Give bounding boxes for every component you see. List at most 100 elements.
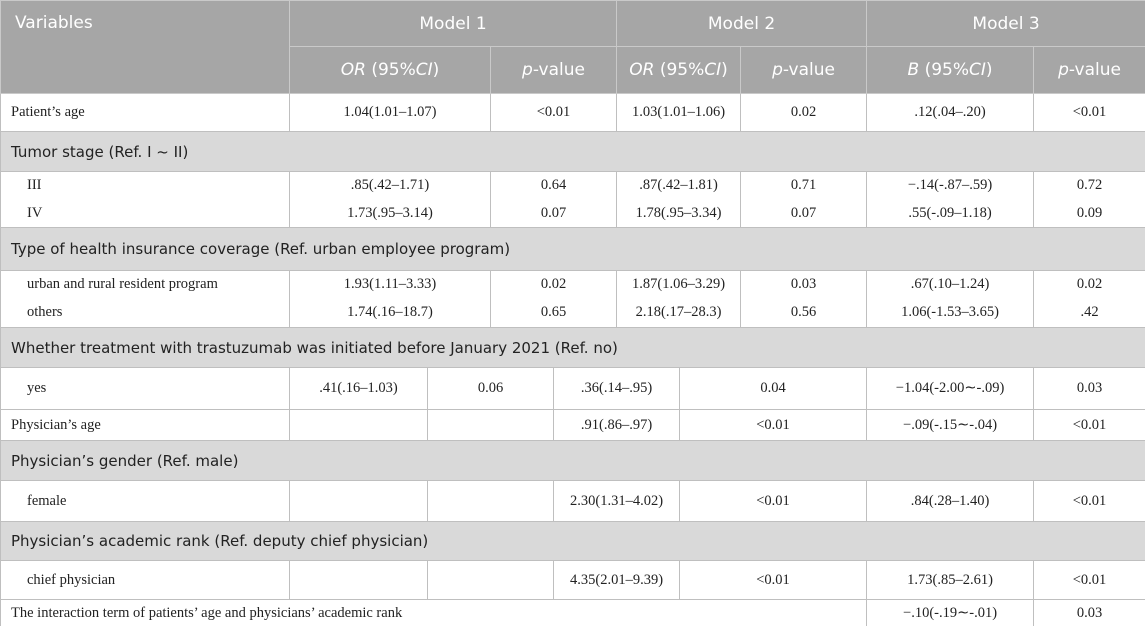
header-cell: Model 3	[866, 0, 1145, 47]
cell: <0.01	[679, 560, 868, 600]
cell	[289, 480, 428, 522]
text: )	[432, 60, 440, 80]
text: -value	[1068, 60, 1121, 80]
text: )	[985, 60, 993, 80]
cell: Physician’s age	[0, 409, 290, 441]
text: p	[772, 60, 783, 80]
text: -value	[532, 60, 585, 80]
cell: Tumor stage (Ref. I ~ II)	[0, 131, 1145, 172]
cell: Type of health insurance coverage (Ref. …	[0, 227, 1145, 271]
cell: −.14(-.87–.59)	[866, 171, 1035, 200]
cell: 1.73(.95–3.14)	[289, 199, 491, 228]
cell: 0.02	[740, 93, 868, 132]
cell	[427, 480, 554, 522]
cell: chief physician	[0, 560, 290, 600]
cell: 0.56	[740, 298, 868, 328]
cell: 0.07	[489, 199, 618, 228]
text: (95%	[654, 60, 705, 80]
subheader-cell: OR (95%CI)	[289, 46, 491, 94]
cell: 0.04	[679, 367, 868, 410]
cell: 4.35(2.01–9.39)	[552, 560, 681, 600]
cell: <0.01	[1033, 560, 1145, 600]
cell: 0.64	[489, 171, 618, 200]
section-row: Tumor stage (Ref. I ~ II)	[0, 131, 1145, 172]
header-cell: Model 2	[616, 0, 868, 47]
section-row: Physician’s academic rank (Ref. deputy c…	[0, 521, 1145, 561]
cell: 0.02	[1033, 270, 1145, 299]
cell: 1.73(.85–2.61)	[866, 560, 1035, 600]
cell: .85(.42–1.71)	[289, 171, 491, 200]
cell: 2.18(.17–28.3)	[616, 298, 742, 328]
text: (95%	[365, 60, 416, 80]
cell: 1.87(1.06–3.29)	[616, 270, 742, 299]
cell: −.09(-.15∼-.04)	[866, 409, 1035, 441]
data-row: Physician’s age .91(.86–.97) <0.01 −.09(-.1…	[0, 409, 1145, 441]
data-row: yes .41(.16–1.03) 0.06.36(.14–.95) 0.04 −1.0…	[0, 367, 1145, 410]
cell: 0.03	[1033, 367, 1145, 410]
section-row: Type of health insurance coverage (Ref. …	[0, 227, 1145, 271]
subheader-row: OR (95%CI) p-value OR (95%CI) p-value B …	[1, 46, 1145, 94]
cell: .12(.04–.20)	[866, 93, 1035, 132]
header-cell: Model 1	[288, 0, 618, 47]
data-row: female 2.30(1.31–4.02) <0.01.84(.28–1.40) <…	[0, 480, 1145, 522]
section-row: Whether treatment with trastuzumab was i…	[0, 327, 1145, 368]
cell: Whether treatment with trastuzumab was i…	[0, 327, 1145, 368]
cell: others	[0, 298, 290, 328]
text: )	[721, 60, 728, 80]
cell	[289, 560, 428, 600]
header-cell: Variables	[0, 0, 290, 94]
text: -value	[782, 60, 835, 80]
text: (95%	[919, 60, 970, 80]
cell: <0.01	[679, 480, 868, 522]
cell: 0.09	[1033, 199, 1145, 228]
cell: 0.07	[740, 199, 868, 228]
text: CI	[969, 60, 986, 80]
cell: .84(.28–1.40)	[866, 480, 1035, 522]
cell: .42	[1033, 298, 1145, 328]
cell: <0.01	[1033, 93, 1145, 132]
cell: 1.04(1.01–1.07)	[289, 93, 491, 132]
cell: urban and rural resident program	[0, 270, 290, 299]
text: CI	[704, 60, 722, 80]
text: OR	[629, 60, 655, 80]
cell: −1.04(-2.00∼-.09)	[866, 367, 1035, 410]
data-row: IV 1.73(.95–3.14) 0.07 1.78(.95–3.34) 0.07.5…	[0, 199, 1145, 228]
data-row: Patient’s age 1.04(1.01–1.07) <0.01 1.03(1.…	[0, 93, 1145, 132]
data-row: The interaction term of patients’ age an…	[0, 599, 1145, 626]
cell: <0.01	[679, 409, 868, 441]
cell: 1.06(-1.53–3.65)	[866, 298, 1035, 328]
subheader-cell: B (95%CI)	[866, 46, 1035, 94]
cell: 0.03	[740, 270, 868, 299]
cell	[427, 409, 554, 441]
section-row: Physician’s gender (Ref. male)	[0, 440, 1145, 481]
data-row: chief physician 4.35(2.01–9.39) <0.01 1.73(…	[0, 560, 1145, 600]
cell: 0.71	[740, 171, 868, 200]
data-row: others 1.74(.16–18.7) 0.65 2.18(.17–28.3) 0.…	[0, 298, 1145, 328]
text: p	[522, 60, 533, 80]
cell: IV	[0, 199, 290, 228]
subheader-cell: p-value	[740, 46, 868, 94]
cell: 0.72	[1033, 171, 1145, 200]
text: p	[1058, 60, 1069, 80]
subheader-cell: p-value	[489, 46, 618, 94]
cell: female	[0, 480, 290, 522]
cell: <0.01	[1033, 480, 1145, 522]
cell: .55(-.09–1.18)	[866, 199, 1035, 228]
cell: 0.03	[1033, 599, 1145, 626]
cell: The interaction term of patients’ age an…	[0, 599, 868, 626]
cell: .67(.10–1.24)	[866, 270, 1035, 299]
cell: 0.65	[489, 298, 618, 328]
subheader-cell: p-value	[1033, 46, 1145, 94]
cell: 1.74(.16–18.7)	[289, 298, 491, 328]
cell: .41(.16–1.03)	[289, 367, 428, 410]
cell: Patient’s age	[0, 93, 290, 132]
cell: 2.30(1.31–4.02)	[552, 480, 681, 522]
data-row: urban and rural resident program 1.93(1.1…	[0, 270, 1145, 299]
cell: 1.78(.95–3.34)	[616, 199, 742, 228]
cell: 1.93(1.11–3.33)	[289, 270, 491, 299]
data-row: III .85(.42–1.71) 0.64.87(.42–1.81) 0.71 −.1…	[0, 171, 1145, 200]
cell: 0.06	[427, 367, 554, 410]
